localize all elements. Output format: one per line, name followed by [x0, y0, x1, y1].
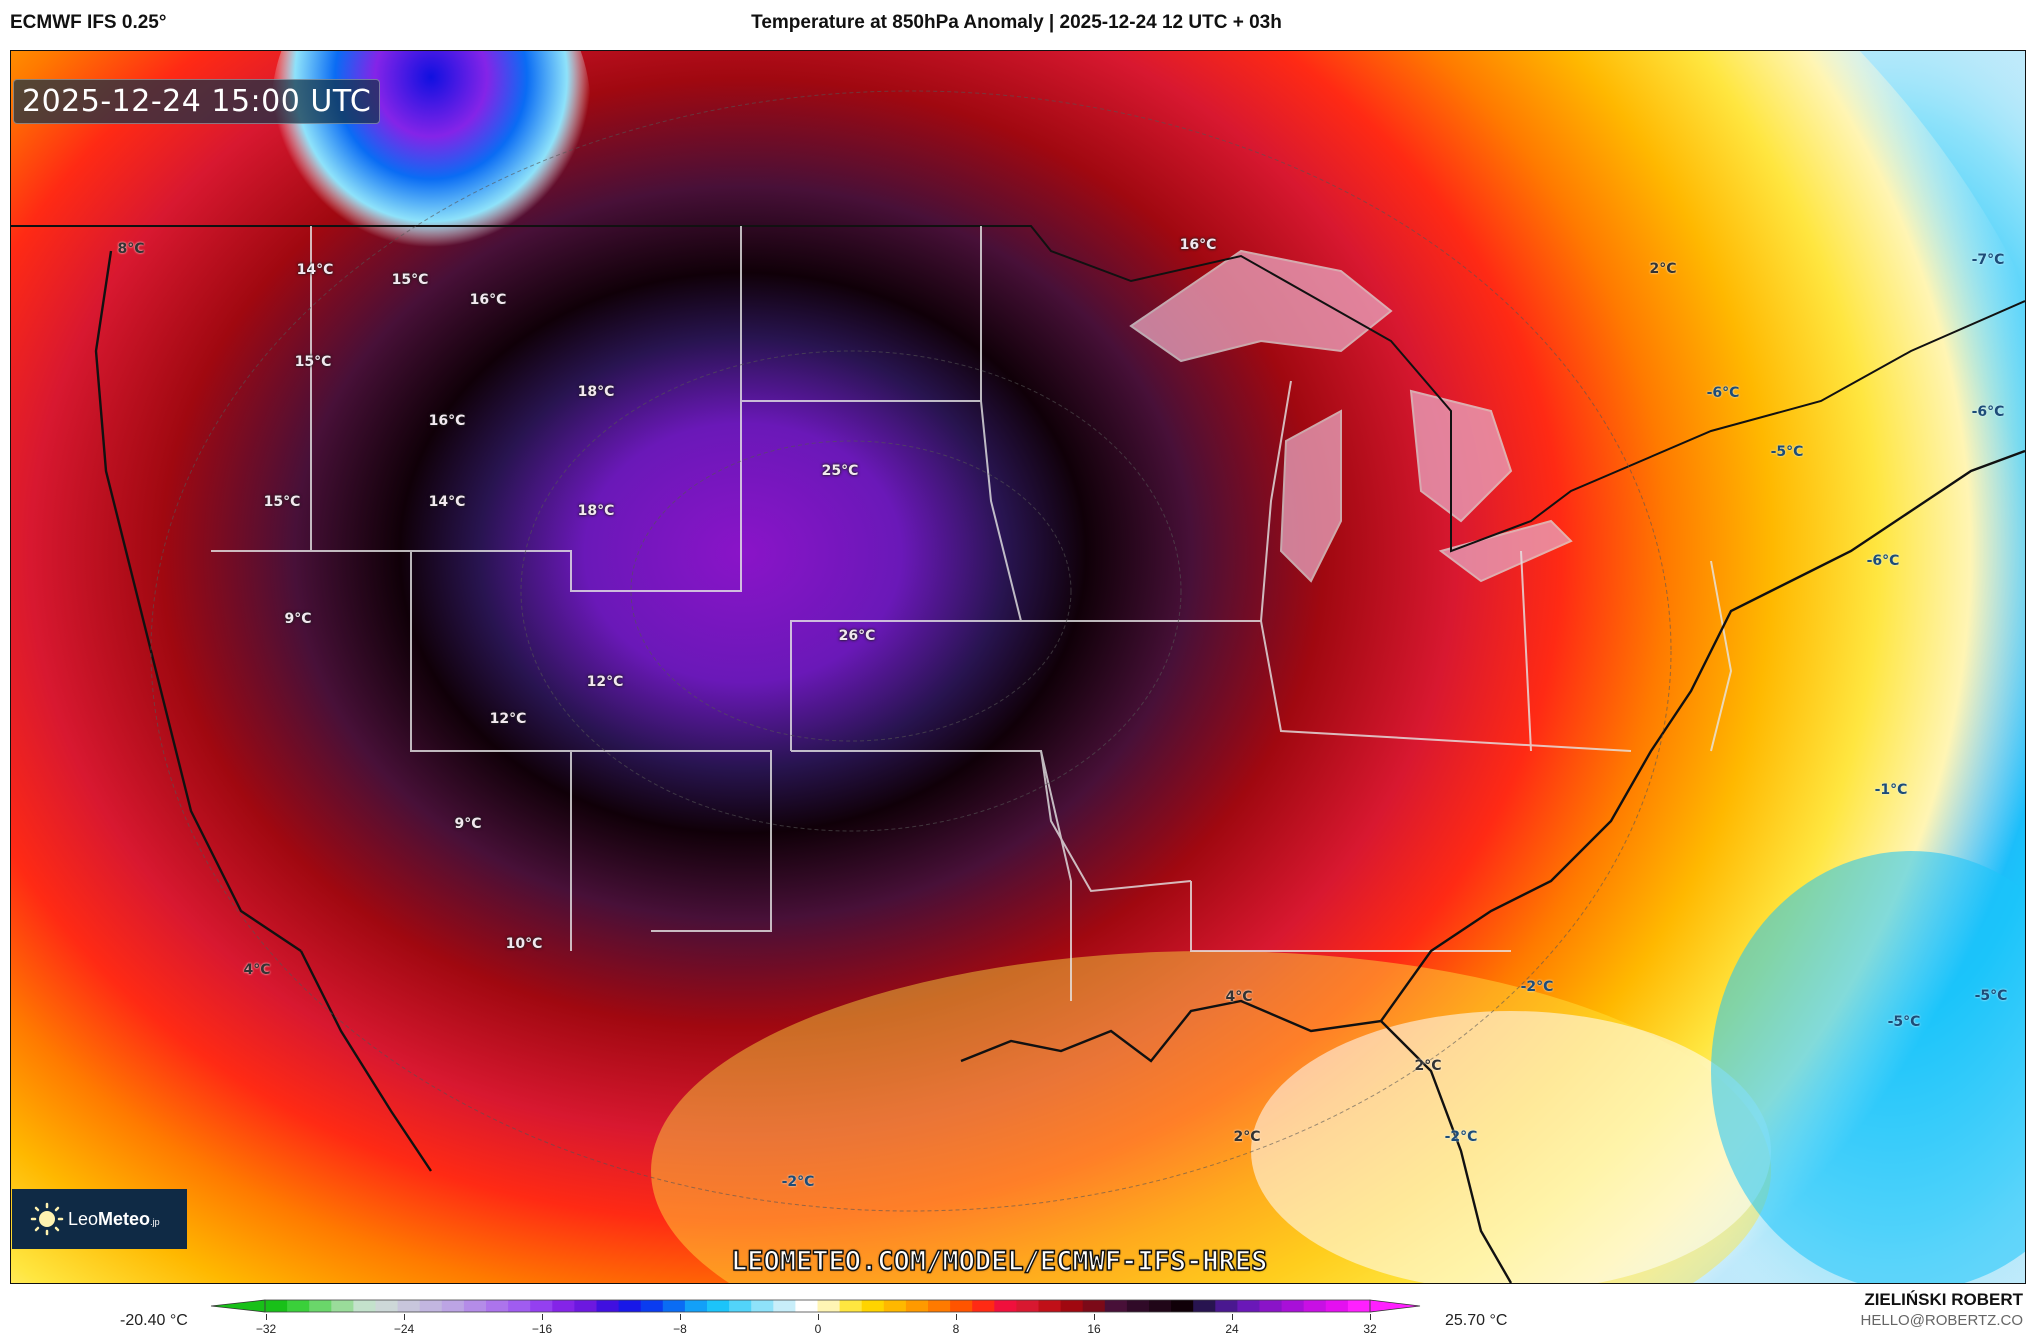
- colorbar-tick-mark: [404, 1314, 405, 1320]
- colorbar-tick-mark: [542, 1314, 543, 1320]
- valid-time-badge: 2025-12-24 15:00 UTC: [13, 79, 381, 124]
- colorbar-tick-label: −16: [531, 1322, 553, 1336]
- temperature-label: 14°C: [296, 262, 334, 278]
- temperature-label: 9°C: [284, 611, 312, 627]
- temperature-label: 12°C: [586, 674, 624, 690]
- colorbar-tick-label: 32: [1363, 1322, 1377, 1336]
- temperature-label: -2°C: [781, 1174, 815, 1190]
- author-email: HELLO@ROBERTZ.CO: [1860, 1312, 2023, 1329]
- colorbar-tick-mark: [266, 1314, 267, 1320]
- temperature-label: 16°C: [469, 292, 507, 308]
- colorbar-tick-mark: [956, 1314, 957, 1320]
- temperature-label: 10°C: [505, 936, 543, 952]
- temperature-label: 2°C: [1233, 1129, 1261, 1145]
- temperature-label: 18°C: [577, 384, 615, 400]
- temperature-label: 16°C: [1179, 237, 1217, 253]
- leometeo-logo[interactable]: LeoMeteo.jp: [12, 1189, 187, 1249]
- colorbar-max-value: 25.70 °C: [1445, 1312, 1508, 1329]
- colorbar-tick-label: 16: [1087, 1322, 1101, 1336]
- temperature-label: 15°C: [263, 494, 301, 510]
- colorbar-tick-label: 0: [814, 1322, 822, 1336]
- source-url-watermark: LEOMETEO.COM/MODEL/ECMWF-IFS-HRES: [730, 1245, 1268, 1277]
- temperature-label: 9°C: [454, 816, 482, 832]
- temperature-label: 15°C: [294, 354, 332, 370]
- logo-text: LeoMeteo.jp: [68, 1208, 160, 1229]
- sun-icon: [30, 1202, 64, 1236]
- temperature-label: -6°C: [1971, 404, 2005, 420]
- temperature-label: 8°C: [117, 241, 145, 257]
- colorbar-tick-label: 24: [1225, 1322, 1239, 1336]
- temperature-label: 25°C: [821, 463, 859, 479]
- author-credit: ZIELIŃSKI ROBERT HELLO@ROBERTZ.CO: [1861, 1290, 2023, 1329]
- colorbar-tick-label: −24: [393, 1322, 415, 1336]
- temperature-label: 14°C: [428, 494, 466, 510]
- temperature-label: -2°C: [1444, 1129, 1478, 1145]
- colorbar: -20.40 °C −32 −24 −16 −8 0 8 16 24 32 25.70 °C: [0, 1288, 2033, 1338]
- temperature-label: 12°C: [489, 711, 527, 727]
- colorbar-gradient: [210, 1299, 1421, 1313]
- colorbar-tick-label: −32: [255, 1322, 277, 1336]
- temperature-label: -5°C: [1770, 444, 1804, 460]
- colorbar-tick-mark: [1370, 1314, 1371, 1320]
- temperature-label: -6°C: [1866, 553, 1900, 569]
- temperature-label: -5°C: [1974, 988, 2008, 1004]
- temperature-label: 16°C: [428, 413, 466, 429]
- chart-title: Temperature at 850hPa Anomaly | 2025-12-…: [751, 12, 1282, 33]
- colorbar-tick-mark: [680, 1314, 681, 1320]
- temperature-label: -6°C: [1706, 385, 1740, 401]
- temperature-label: 26°C: [838, 628, 876, 644]
- temperature-label: 18°C: [577, 503, 615, 519]
- temperature-label: -1°C: [1874, 782, 1908, 798]
- temperature-label: 4°C: [1225, 989, 1253, 1005]
- model-name: ECMWF IFS 0.25°: [10, 12, 167, 33]
- temperature-label: 2°C: [1649, 261, 1677, 277]
- colorbar-tick-label: 8: [952, 1322, 960, 1336]
- temperature-label: 15°C: [391, 272, 429, 288]
- temperature-label: -2°C: [1520, 979, 1554, 995]
- colorbar-tick-mark: [818, 1314, 819, 1320]
- colorbar-tick-label: −8: [673, 1322, 687, 1336]
- colorbar-tick-mark: [1232, 1314, 1233, 1320]
- colorbar-tick-mark: [1094, 1314, 1095, 1320]
- temperature-field: [11, 51, 2025, 1283]
- temperature-label: -7°C: [1971, 252, 2005, 268]
- author-name: ZIELIŃSKI ROBERT: [1864, 1290, 2023, 1309]
- anomaly-map[interactable]: 2025-12-24 15:00 UTC 8°C 14°C 15°C 16°C 15°C…: [10, 50, 2026, 1284]
- temperature-label: 4°C: [243, 962, 271, 978]
- temperature-label: 2°C: [1414, 1058, 1442, 1074]
- colorbar-min-value: -20.40 °C: [120, 1312, 188, 1329]
- temperature-label: -5°C: [1887, 1014, 1921, 1030]
